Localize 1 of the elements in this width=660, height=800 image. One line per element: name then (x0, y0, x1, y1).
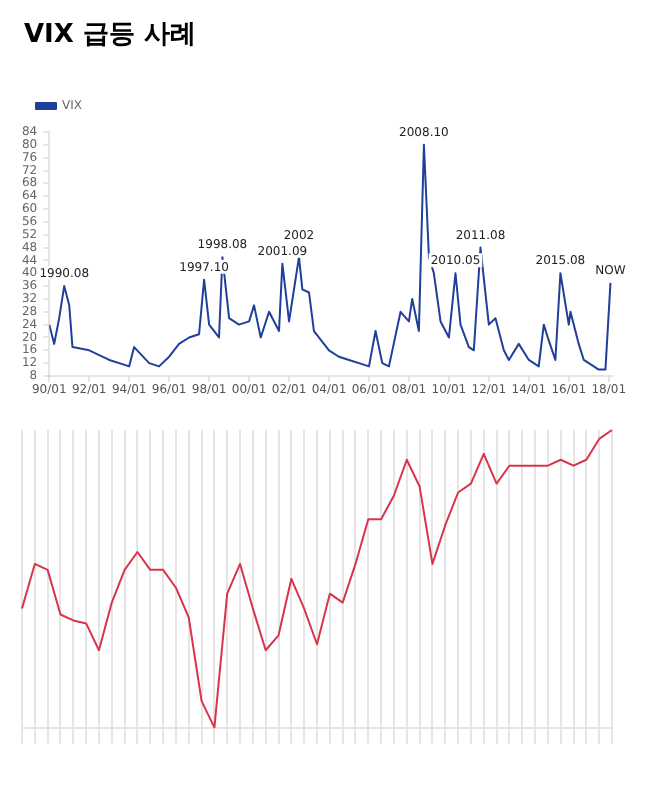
chart-title: VIX 급등 사례 (24, 18, 198, 52)
